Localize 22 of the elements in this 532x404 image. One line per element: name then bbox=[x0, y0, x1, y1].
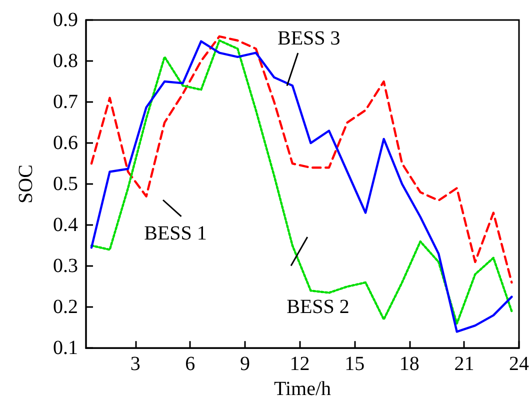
x-tick-label: 6 bbox=[185, 353, 196, 376]
y-tick-label: 0.2 bbox=[53, 296, 78, 318]
y-tick-label: 0.9 bbox=[53, 9, 78, 31]
y-tick-label: 0.6 bbox=[53, 132, 78, 154]
x-tick-label: 21 bbox=[454, 353, 474, 376]
y-tick-label: 0.4 bbox=[53, 214, 78, 236]
x-tick-label: 18 bbox=[399, 353, 420, 376]
y-tick-label: 0.8 bbox=[53, 50, 78, 72]
y-tick-label: 0.1 bbox=[53, 337, 78, 360]
y-tick-label: 0.7 bbox=[53, 91, 78, 114]
x-axis-title: Time/h bbox=[274, 378, 332, 400]
series-label: BESS 1 bbox=[144, 222, 207, 244]
y-axis-title: SOC bbox=[15, 164, 37, 204]
x-tick-label: 3 bbox=[130, 353, 140, 376]
x-tick-label: 24 bbox=[509, 353, 529, 376]
y-tick-label: 0.3 bbox=[53, 255, 78, 278]
x-tick-label: 15 bbox=[344, 353, 365, 376]
x-tick-label: 9 bbox=[240, 353, 250, 376]
x-tick-label: 12 bbox=[290, 353, 310, 376]
series-label: BESS 2 bbox=[286, 296, 350, 318]
series-label: BESS 3 bbox=[277, 27, 340, 50]
y-tick-label: 0.5 bbox=[53, 173, 78, 196]
